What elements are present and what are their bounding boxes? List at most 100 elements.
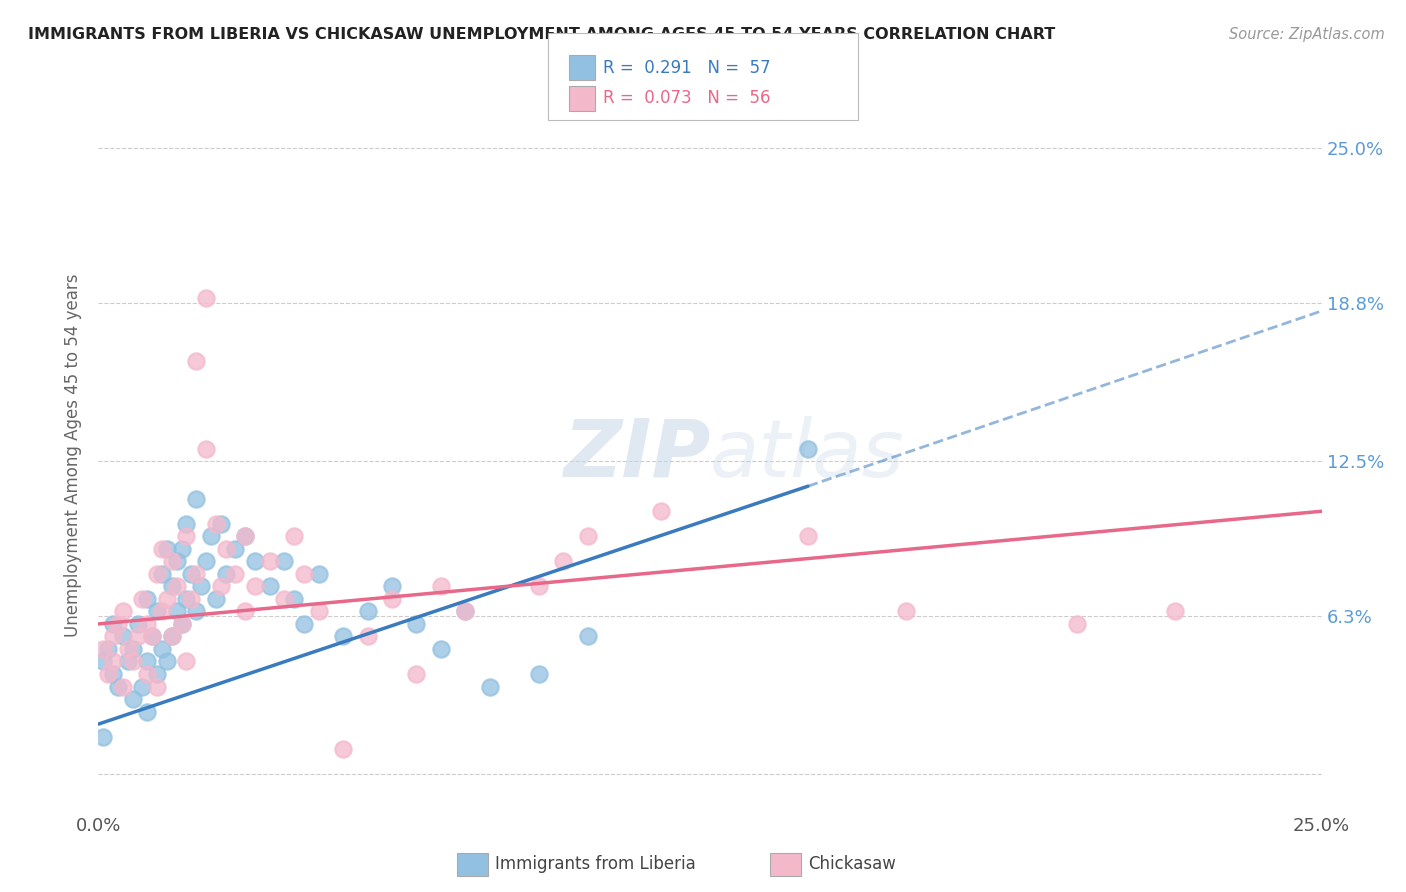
Point: [170, 616, 193, 631]
Point: [97, 667, 120, 681]
Point: [150, 604, 173, 618]
Point: [176, 591, 198, 606]
Point: [156, 655, 179, 669]
Point: [146, 667, 169, 681]
Point: [136, 655, 159, 669]
Point: [478, 680, 501, 694]
Point: [186, 604, 208, 618]
Point: [454, 604, 477, 618]
Point: [195, 292, 218, 306]
Point: [205, 516, 228, 531]
Point: [170, 616, 193, 631]
Point: [894, 604, 917, 618]
Point: [186, 566, 208, 581]
Point: [156, 541, 179, 556]
Point: [91, 642, 114, 657]
Point: [131, 591, 153, 606]
Point: [243, 579, 266, 593]
Point: [111, 604, 134, 618]
Text: Immigrants from Liberia: Immigrants from Liberia: [495, 855, 696, 873]
Point: [176, 529, 198, 543]
Point: [292, 616, 315, 631]
Point: [308, 566, 330, 581]
Point: [273, 591, 295, 606]
Point: [283, 591, 305, 606]
Point: [224, 541, 246, 556]
Point: [146, 604, 169, 618]
Point: [117, 642, 139, 657]
Point: [127, 616, 149, 631]
Point: [381, 579, 404, 593]
Point: [405, 616, 427, 631]
Point: [650, 504, 672, 518]
Point: [136, 667, 159, 681]
Point: [101, 616, 124, 631]
Point: [101, 655, 124, 669]
Point: [527, 579, 550, 593]
Point: [195, 442, 218, 456]
Point: [101, 630, 124, 644]
Text: Source: ZipAtlas.com: Source: ZipAtlas.com: [1229, 27, 1385, 42]
Point: [136, 616, 159, 631]
Point: [160, 630, 183, 644]
Point: [209, 516, 232, 531]
Point: [166, 604, 188, 618]
Point: [356, 630, 378, 644]
Point: [1066, 616, 1088, 631]
Point: [292, 566, 315, 581]
Point: [160, 579, 183, 593]
Point: [797, 442, 820, 456]
Point: [166, 579, 188, 593]
Point: [259, 579, 281, 593]
Y-axis label: Unemployment Among Ages 45 to 54 years: Unemployment Among Ages 45 to 54 years: [65, 273, 83, 637]
Point: [101, 667, 124, 681]
Point: [97, 642, 120, 657]
Point: [156, 591, 179, 606]
Point: [405, 667, 427, 681]
Point: [111, 680, 134, 694]
Point: [273, 554, 295, 568]
Text: Chickasaw: Chickasaw: [808, 855, 897, 873]
Point: [117, 655, 139, 669]
Point: [797, 529, 820, 543]
Point: [141, 630, 163, 644]
Point: [111, 630, 134, 644]
Point: [170, 541, 193, 556]
Text: atlas: atlas: [710, 416, 905, 494]
Text: R =  0.291   N =  57: R = 0.291 N = 57: [603, 59, 770, 77]
Text: IMMIGRANTS FROM LIBERIA VS CHICKASAW UNEMPLOYMENT AMONG AGES 45 TO 54 YEARS CORR: IMMIGRANTS FROM LIBERIA VS CHICKASAW UNE…: [28, 27, 1056, 42]
Point: [576, 630, 599, 644]
Point: [356, 604, 378, 618]
Point: [200, 529, 222, 543]
Point: [150, 566, 173, 581]
Point: [430, 579, 453, 593]
Point: [180, 591, 202, 606]
Point: [186, 491, 208, 506]
Point: [141, 630, 163, 644]
Point: [136, 705, 159, 719]
Point: [166, 554, 188, 568]
Point: [1164, 604, 1187, 618]
Point: [146, 680, 169, 694]
Point: [91, 730, 114, 744]
Point: [576, 529, 599, 543]
Point: [127, 630, 149, 644]
Point: [107, 680, 129, 694]
Point: [107, 616, 129, 631]
Point: [121, 642, 143, 657]
Point: [91, 655, 114, 669]
Point: [121, 692, 143, 706]
Point: [186, 354, 208, 368]
Point: [233, 529, 256, 543]
Point: [176, 516, 198, 531]
Point: [195, 554, 218, 568]
Point: [430, 642, 453, 657]
Point: [308, 604, 330, 618]
Point: [381, 591, 404, 606]
Point: [214, 566, 236, 581]
Point: [527, 667, 550, 681]
Point: [553, 554, 575, 568]
Point: [224, 566, 246, 581]
Text: R =  0.073   N =  56: R = 0.073 N = 56: [603, 89, 770, 107]
Point: [209, 579, 232, 593]
